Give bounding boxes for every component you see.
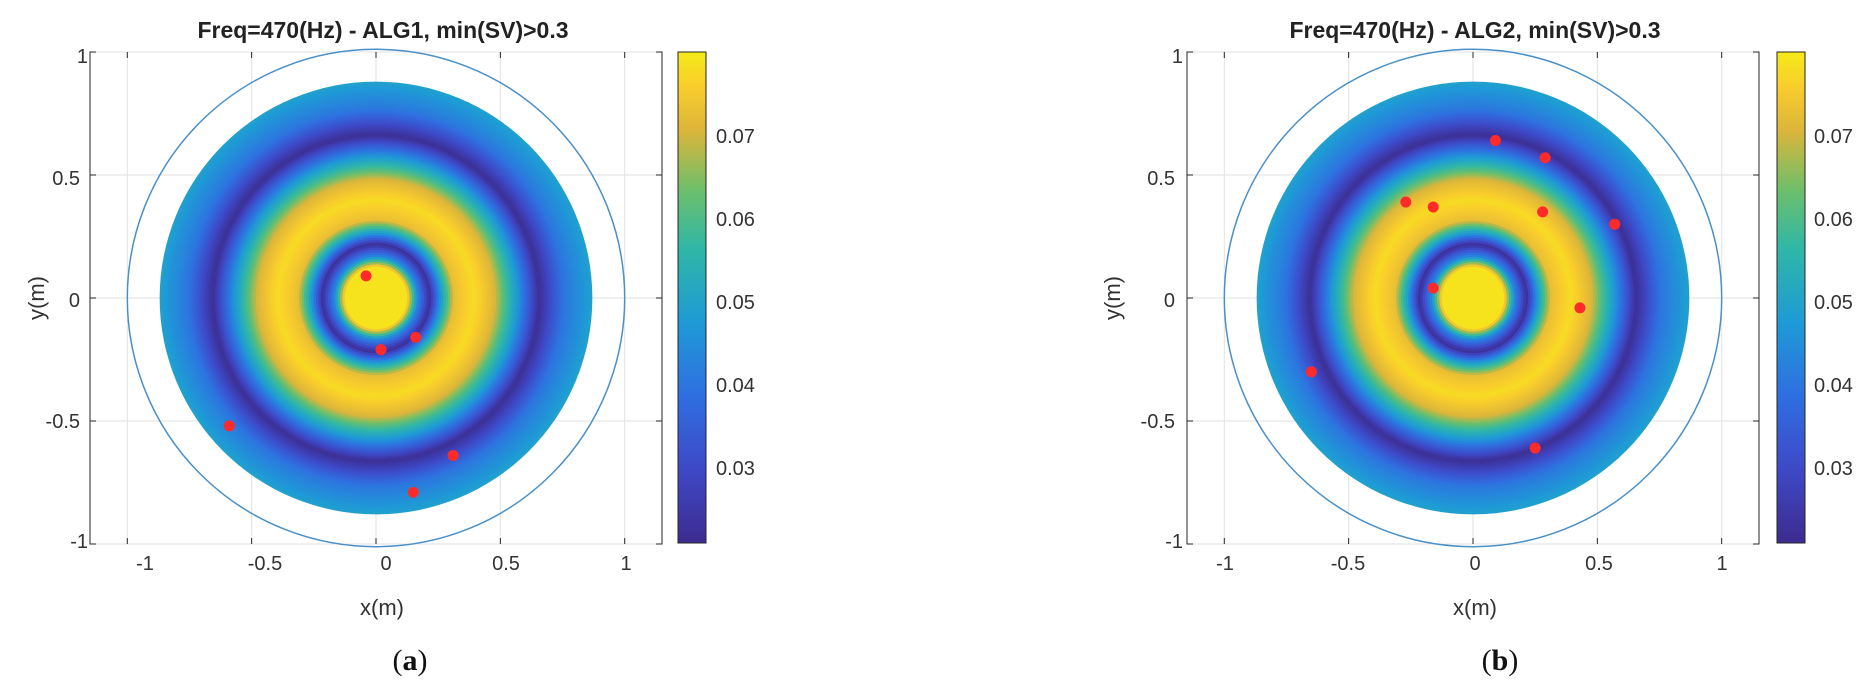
colorbar-tick-label: 0.03 (1814, 458, 1853, 480)
sensor-point (1489, 135, 1501, 147)
sensor-points (1305, 135, 1621, 454)
y-tick-label: 0 (69, 290, 80, 312)
sensor-point (1574, 302, 1586, 314)
sensor-point (375, 344, 387, 356)
colorbar-tick-label: 0.06 (716, 209, 755, 231)
y-axis-label: y(m) (1100, 276, 1125, 320)
x-tick-label: 0.5 (1585, 553, 1613, 575)
panel-b: Freq=470(Hz) - ALG2, min(SV)>0.3 1 0.5 0… (1100, 17, 1853, 677)
colorbar-tick-label: 0.03 (716, 458, 755, 480)
y-tick-label: -1 (70, 531, 88, 553)
chart-title: Freq=470(Hz) - ALG2, min(SV)>0.3 (1289, 17, 1660, 43)
boundary-circle (1223, 48, 1723, 548)
y-tick-label: 1 (77, 46, 88, 68)
sensor-point (1539, 152, 1551, 164)
sensor-point (1427, 201, 1439, 213)
sensor-points (223, 270, 459, 498)
x-axis-label: x(m) (1453, 595, 1497, 620)
panel-a: Freq=470(Hz) - ALG1, min(SV)>0.3 1 0.5 0… (24, 17, 755, 677)
panel-caption: (a) (393, 644, 428, 677)
boundary-circle (126, 48, 626, 548)
sensor-point (1400, 196, 1412, 208)
x-axis-label: x(m) (360, 595, 404, 620)
sensor-point (360, 270, 372, 282)
y-tick-label: 0 (1164, 290, 1175, 312)
x-tick-label: -0.5 (248, 553, 282, 575)
y-tick-label: 1 (1172, 46, 1183, 68)
sensor-point (410, 331, 422, 343)
y-tick-label: 0.5 (52, 168, 80, 190)
colorbar-tick-label: 0.05 (716, 292, 755, 314)
x-tick-label: -0.5 (1331, 553, 1365, 575)
colorbar-tick-label: 0.06 (1814, 209, 1853, 231)
heatmap-field (159, 81, 593, 515)
sensor-point (407, 486, 419, 498)
x-tick-label: 1 (620, 553, 631, 575)
axis-ticks (90, 51, 662, 545)
sensor-point (1529, 442, 1541, 454)
sensor-point (223, 420, 235, 432)
colorbar-tick-label: 0.04 (716, 375, 755, 397)
axis-ticks (1187, 51, 1759, 545)
sensor-point (447, 449, 459, 461)
colorbar-tick-label: 0.07 (716, 126, 755, 148)
colorbar (677, 51, 707, 544)
y-tick-label: 0.5 (1147, 168, 1175, 190)
x-tick-label: 0.5 (492, 553, 520, 575)
sensor-point (1427, 282, 1439, 294)
y-tick-label: -0.5 (1141, 411, 1175, 433)
colorbar-tick-label: 0.05 (1814, 292, 1853, 314)
caption-letter: b (1492, 644, 1509, 677)
caption-letter: a (403, 644, 418, 677)
y-tick-label: -0.5 (46, 411, 80, 433)
x-tick-label: 1 (1716, 553, 1727, 575)
y-tick-label: -1 (1165, 531, 1183, 553)
y-axis-label: y(m) (24, 276, 49, 320)
x-tick-label: 0 (380, 553, 391, 575)
colorbar (1776, 51, 1806, 544)
sensor-point (1305, 366, 1317, 378)
sensor-point (1537, 206, 1549, 218)
x-tick-label: 0 (1469, 553, 1480, 575)
colorbar-tick-label: 0.04 (1814, 375, 1853, 397)
heat-ring (1470, 295, 1476, 301)
x-tick-label: -1 (136, 553, 154, 575)
panel-caption: (b) (1482, 644, 1519, 677)
sensor-point (1609, 218, 1621, 230)
x-tick-label: -1 (1216, 553, 1234, 575)
colorbar-tick-label: 0.07 (1814, 126, 1853, 148)
heat-ring (373, 295, 379, 301)
heatmap-field (1256, 81, 1690, 515)
chart-title: Freq=470(Hz) - ALG1, min(SV)>0.3 (197, 17, 568, 43)
